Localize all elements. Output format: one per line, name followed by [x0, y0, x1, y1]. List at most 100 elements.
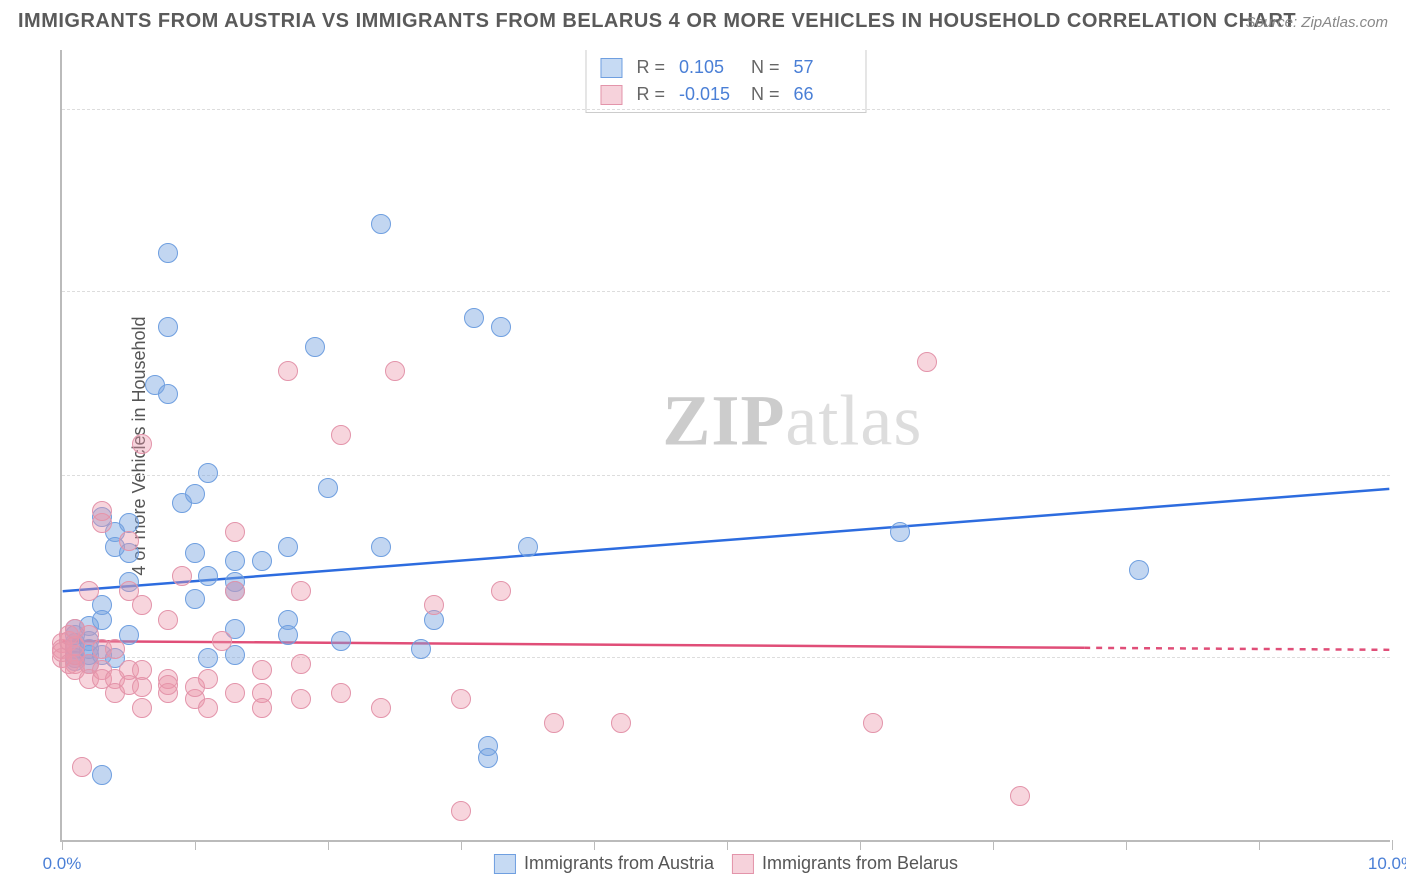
data-point [225, 581, 245, 601]
data-point [132, 698, 152, 718]
data-point [331, 631, 351, 651]
data-point [185, 589, 205, 609]
data-point [198, 463, 218, 483]
gridline [62, 475, 1390, 476]
legend-swatch [600, 58, 622, 78]
x-tick [727, 840, 728, 850]
x-tick-label: 0.0% [43, 854, 82, 874]
legend-item: Immigrants from Austria [494, 853, 714, 874]
data-point [132, 434, 152, 454]
legend-swatch [494, 854, 516, 874]
legend-swatch [600, 85, 622, 105]
data-point [79, 581, 99, 601]
data-point [611, 713, 631, 733]
data-point [132, 677, 152, 697]
data-point [1129, 560, 1149, 580]
r-value: -0.015 [679, 81, 737, 108]
gridline [62, 657, 1390, 658]
data-point [305, 337, 325, 357]
data-point [158, 243, 178, 263]
r-label: R = [636, 54, 665, 81]
data-point [105, 639, 125, 659]
data-point [72, 757, 92, 777]
data-point [890, 522, 910, 542]
data-point [917, 352, 937, 372]
watermark: ZIPatlas [662, 380, 922, 463]
data-point [198, 698, 218, 718]
data-point [158, 610, 178, 630]
gridline [62, 109, 1390, 110]
data-point [291, 581, 311, 601]
n-value: 57 [794, 54, 852, 81]
data-point [132, 595, 152, 615]
data-point [92, 501, 112, 521]
data-point [92, 765, 112, 785]
legend-swatch [732, 854, 754, 874]
data-point [331, 425, 351, 445]
data-point [185, 484, 205, 504]
data-point [278, 625, 298, 645]
data-point [185, 543, 205, 563]
chart-title: IMMIGRANTS FROM AUSTRIA VS IMMIGRANTS FR… [18, 10, 1296, 33]
data-point [119, 531, 139, 551]
x-tick [62, 840, 63, 850]
data-point [278, 537, 298, 557]
data-point [291, 689, 311, 709]
x-tick [328, 840, 329, 850]
data-point [158, 384, 178, 404]
legend-label: Immigrants from Belarus [762, 853, 958, 874]
data-point [132, 660, 152, 680]
source-attribution: Source: ZipAtlas.com [1245, 14, 1388, 31]
data-point [371, 214, 391, 234]
data-point [225, 683, 245, 703]
x-tick [860, 840, 861, 850]
data-point [518, 537, 538, 557]
x-tick [993, 840, 994, 850]
data-point [464, 308, 484, 328]
data-point [411, 639, 431, 659]
r-label: R = [636, 81, 665, 108]
legend-item: Immigrants from Belarus [732, 853, 958, 874]
n-label: N = [751, 81, 780, 108]
x-tick [594, 840, 595, 850]
data-point [318, 478, 338, 498]
x-tick-label: 10.0% [1368, 854, 1406, 874]
data-point [291, 654, 311, 674]
data-point [212, 631, 232, 651]
data-point [371, 698, 391, 718]
chart-container: IMMIGRANTS FROM AUSTRIA VS IMMIGRANTS FR… [0, 0, 1406, 892]
n-label: N = [751, 54, 780, 81]
data-point [158, 675, 178, 695]
data-point [172, 566, 192, 586]
x-tick [1126, 840, 1127, 850]
data-point [252, 698, 272, 718]
data-point [198, 566, 218, 586]
x-tick [1259, 840, 1260, 850]
stats-legend-row: R = -0.015 N = 66 [600, 81, 851, 108]
data-point [1010, 786, 1030, 806]
data-point [385, 361, 405, 381]
data-point [331, 683, 351, 703]
data-point [371, 537, 391, 557]
data-point [451, 801, 471, 821]
x-tick [1392, 840, 1393, 850]
data-point [451, 689, 471, 709]
stats-legend-row: R = 0.105 N = 57 [600, 54, 851, 81]
data-point [198, 648, 218, 668]
plot-area: ZIPatlas R =0.105N =57R =-0.015N =66 Imm… [60, 50, 1390, 842]
series-legend: Immigrants from Austria Immigrants from B… [494, 853, 958, 874]
n-value: 66 [794, 81, 852, 108]
data-point [225, 551, 245, 571]
data-point [198, 669, 218, 689]
gridline [62, 291, 1390, 292]
data-point [225, 522, 245, 542]
x-tick [195, 840, 196, 850]
data-point [252, 551, 272, 571]
x-tick [461, 840, 462, 850]
legend-label: Immigrants from Austria [524, 853, 714, 874]
data-point [478, 748, 498, 768]
r-value: 0.105 [679, 54, 737, 81]
data-point [863, 713, 883, 733]
data-point [158, 317, 178, 337]
data-point [491, 317, 511, 337]
